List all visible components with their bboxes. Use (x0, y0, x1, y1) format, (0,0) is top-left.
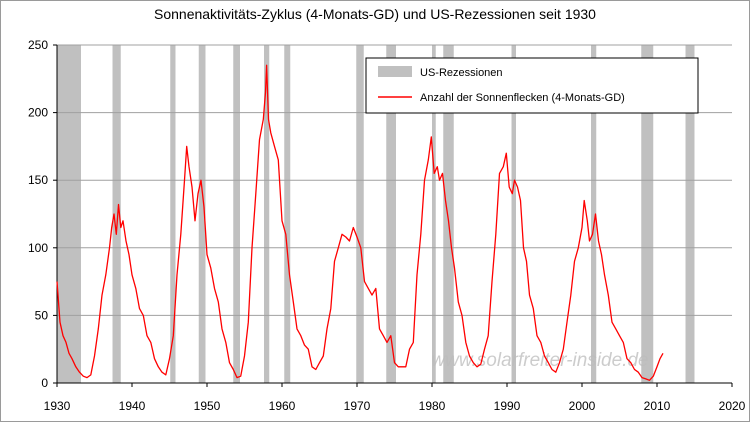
recession-band (386, 45, 396, 383)
legend-label: US-Rezessionen (420, 67, 503, 79)
y-tick-label: 200 (28, 106, 48, 120)
legend-box (365, 57, 699, 114)
chart-title: Sonnenaktivitäts-Zyklus (4-Monats-GD) un… (154, 6, 596, 22)
x-tick-label: 2000 (569, 399, 596, 413)
recession-band (591, 45, 597, 383)
x-tick-label: 1990 (494, 399, 521, 413)
x-tick-label: 2020 (719, 399, 746, 413)
recession-band (443, 45, 454, 383)
watermark-text: www.solarfreiter-inside.de (431, 350, 648, 371)
x-tick-label: 1930 (44, 399, 71, 413)
x-tick-label: 1970 (344, 399, 371, 413)
recession-band (57, 45, 81, 383)
recession-band (112, 45, 121, 383)
recession-band (432, 45, 436, 383)
legend-swatch-recession (378, 66, 412, 77)
recession-band (198, 45, 206, 383)
y-tick-label: 50 (35, 308, 49, 322)
x-tick-label: 2010 (644, 399, 671, 413)
recession-band (685, 45, 695, 383)
x-tick-label: 1940 (119, 399, 146, 413)
legend-label: Anzahl der Sonnenflecken (4-Monats-GD) (420, 92, 625, 104)
recession-band (356, 45, 364, 383)
x-tick-label: 1960 (269, 399, 296, 413)
recession-band (641, 45, 654, 383)
recession-band (233, 45, 240, 383)
recession-band (284, 45, 291, 383)
y-tick-label: 150 (28, 173, 48, 187)
recession-band (170, 45, 176, 383)
y-tick-label: 0 (41, 376, 48, 390)
recession-band (511, 45, 516, 383)
recession-band (264, 45, 270, 383)
sunspot-series-line (56, 64, 664, 381)
y-tick-label: 100 (28, 241, 48, 255)
x-tick-label: 1980 (419, 399, 446, 413)
y-tick-label: 250 (28, 38, 48, 52)
x-tick-label: 1950 (194, 399, 221, 413)
